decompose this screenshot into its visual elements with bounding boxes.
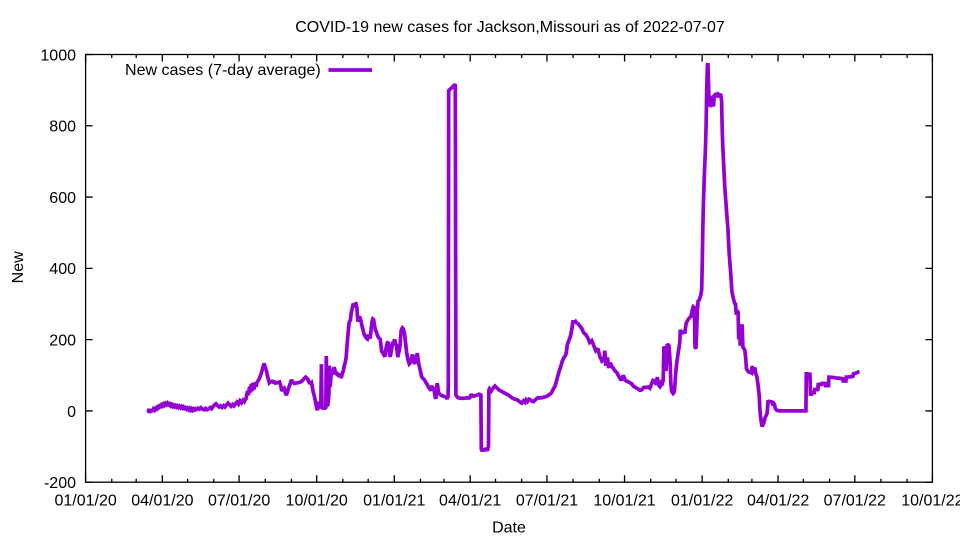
svg-text:New: New: [10, 251, 27, 283]
svg-text:04/01/21: 04/01/21: [439, 492, 501, 509]
svg-text:400: 400: [49, 261, 76, 278]
svg-text:New cases (7-day average): New cases (7-day average): [125, 62, 321, 79]
svg-text:10/01/20: 10/01/20: [286, 492, 348, 509]
svg-text:10/01/21: 10/01/21: [593, 492, 655, 509]
svg-text:1000: 1000: [40, 47, 76, 64]
svg-text:01/01/22: 01/01/22: [671, 492, 733, 509]
svg-text:0: 0: [67, 404, 76, 421]
svg-text:10/01/22: 10/01/22: [901, 492, 960, 509]
svg-text:07/01/22: 07/01/22: [824, 492, 886, 509]
svg-text:07/01/20: 07/01/20: [208, 492, 270, 509]
svg-text:COVID-19 new cases for Jackson: COVID-19 new cases for Jackson,Missouri …: [295, 19, 725, 36]
svg-text:Date: Date: [492, 520, 526, 537]
svg-text:-200: -200: [44, 475, 76, 492]
svg-text:07/01/21: 07/01/21: [516, 492, 578, 509]
svg-text:600: 600: [49, 190, 76, 207]
svg-text:04/01/22: 04/01/22: [747, 492, 809, 509]
svg-text:04/01/20: 04/01/20: [131, 492, 193, 509]
svg-text:01/01/21: 01/01/21: [363, 492, 425, 509]
svg-text:800: 800: [49, 119, 76, 136]
svg-text:200: 200: [49, 333, 76, 350]
svg-text:01/01/20: 01/01/20: [54, 492, 116, 509]
